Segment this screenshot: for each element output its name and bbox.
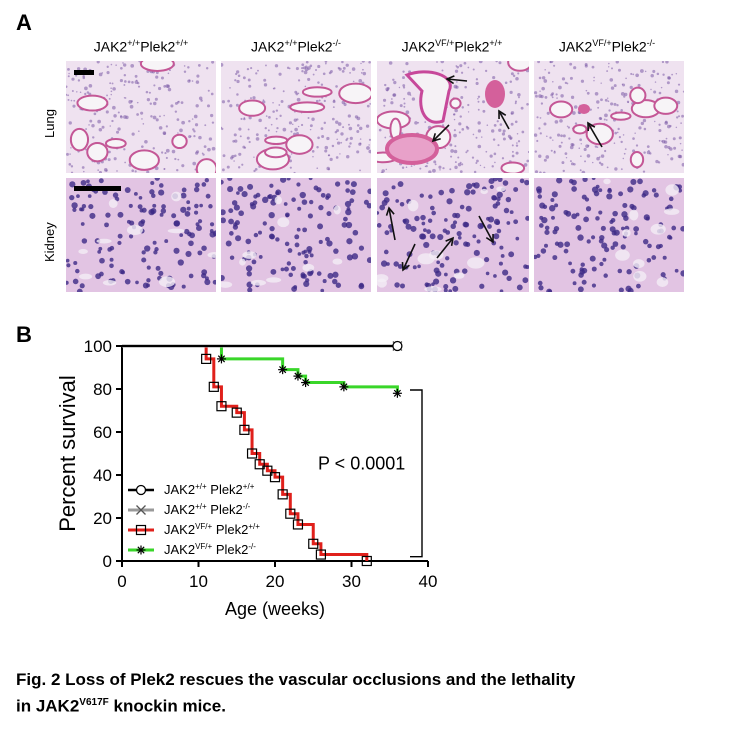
series-2-censor-mark — [208, 381, 219, 392]
series-2-group — [122, 344, 372, 567]
legend-entry-2: JAK2VF/+ Plek2+/+ — [128, 522, 260, 537]
lung-micrograph-wt — [66, 61, 216, 173]
series-2-line — [122, 344, 369, 561]
x-tick-label: 30 — [342, 572, 361, 591]
series-3-line — [122, 344, 399, 394]
lung-micrograph-plek2-ko — [221, 61, 371, 173]
series-2-censor-mark — [246, 448, 258, 459]
kidney-micrograph-plek2-ko — [221, 178, 371, 292]
x-tick-label: 0 — [117, 572, 126, 591]
series-2-censor-mark — [285, 508, 296, 519]
survival-chart: 0 20 40 60 80 100 0 10 20 30 40 Age (weeks) Percent … — [55, 337, 438, 619]
svg-text:JAK2VF/+ Plek2-/-: JAK2VF/+ Plek2-/- — [164, 542, 256, 557]
column-header-plek2-ko: JAK2+/+Plek2-/- — [250, 38, 341, 55]
series-2-censor-mark — [315, 549, 326, 560]
series-3-censor-mark — [301, 378, 311, 388]
legend-entry-0: JAK2+/+ Plek2+/+ — [128, 482, 255, 497]
series-0-censor-mark — [392, 340, 403, 352]
row-label-kidney: Kidney — [42, 222, 57, 262]
series-0-group — [122, 340, 403, 352]
svg-text:JAK2+/+ Plek2+/+: JAK2+/+ Plek2+/+ — [164, 482, 255, 497]
x-axis-label: Age (weeks) — [225, 599, 325, 619]
y-tick-label: 40 — [93, 466, 112, 485]
row-label-lung: Lung — [42, 109, 57, 138]
y-tick-label: 80 — [93, 380, 112, 399]
lung-micrograph-jak2vf-plek2-ko — [534, 61, 684, 173]
series-3-group — [122, 344, 402, 398]
kidney-micrograph-jak2vf — [377, 178, 529, 292]
series-3-censor-mark — [278, 365, 288, 375]
panel-a-label: A — [16, 10, 32, 35]
svg-text:JAK2VF/+ Plek2+/+: JAK2VF/+ Plek2+/+ — [164, 522, 260, 537]
caption-line-1: Fig. 2 Loss of Plek2 rescues the vascula… — [16, 670, 576, 689]
series-2-censor-mark — [239, 424, 250, 435]
series-2-censor-mark — [231, 407, 242, 418]
column-header-jak2vf: JAK2VF/+Plek2+/+ — [401, 38, 503, 55]
p-value-label: P < 0.0001 — [318, 454, 405, 474]
series-2-censor-mark — [292, 519, 304, 530]
svg-text:JAK2+/+ Plek2-/-: JAK2+/+ Plek2-/- — [164, 502, 251, 517]
y-tick-label: 100 — [84, 337, 112, 356]
series-2-censor-mark — [269, 472, 281, 483]
kidney-micrograph-wt — [66, 178, 216, 292]
column-header-wt: JAK2+/+Plek2+/+ — [93, 38, 189, 55]
figure-caption: Fig. 2 Loss of Plek2 rescues the vascula… — [16, 668, 746, 718]
kidney-micrograph-jak2vf-plek2-ko — [534, 178, 684, 292]
series-3-censor-mark — [216, 354, 226, 364]
legend-entry-1: JAK2+/+ Plek2-/- — [128, 502, 251, 517]
caption-line-2: in JAK2V617F knockin mice. — [16, 696, 226, 716]
y-tick-label: 20 — [93, 509, 112, 528]
x-tick-label: 40 — [419, 572, 438, 591]
series-2-censor-mark — [361, 555, 372, 567]
x-tick-label: 10 — [189, 572, 208, 591]
x-tick-label: 20 — [266, 572, 285, 591]
series-2-censor-mark — [308, 538, 319, 549]
column-header-jak2vf-plek2-ko: JAK2VF/+Plek2-/- — [558, 38, 656, 55]
y-axis-label: Percent survival — [55, 375, 80, 532]
series-2-censor-mark — [201, 353, 212, 365]
panel-b-label: B — [16, 322, 32, 347]
series-3-censor-mark — [339, 382, 349, 392]
y-tick-label: 60 — [93, 423, 112, 442]
series-2-censor-mark — [216, 401, 227, 412]
legend-entry-3: JAK2VF/+ Plek2-/- — [128, 542, 256, 557]
significance-bracket — [410, 389, 423, 558]
series-2-censor-mark — [254, 459, 265, 470]
y-tick-label: 0 — [103, 552, 112, 571]
lung-micrograph-jak2vf — [377, 61, 529, 173]
series-3-censor-mark — [392, 388, 402, 398]
series-3-censor-mark — [293, 371, 303, 381]
series-2-censor-mark — [262, 465, 273, 476]
series-2-censor-mark — [277, 489, 288, 500]
